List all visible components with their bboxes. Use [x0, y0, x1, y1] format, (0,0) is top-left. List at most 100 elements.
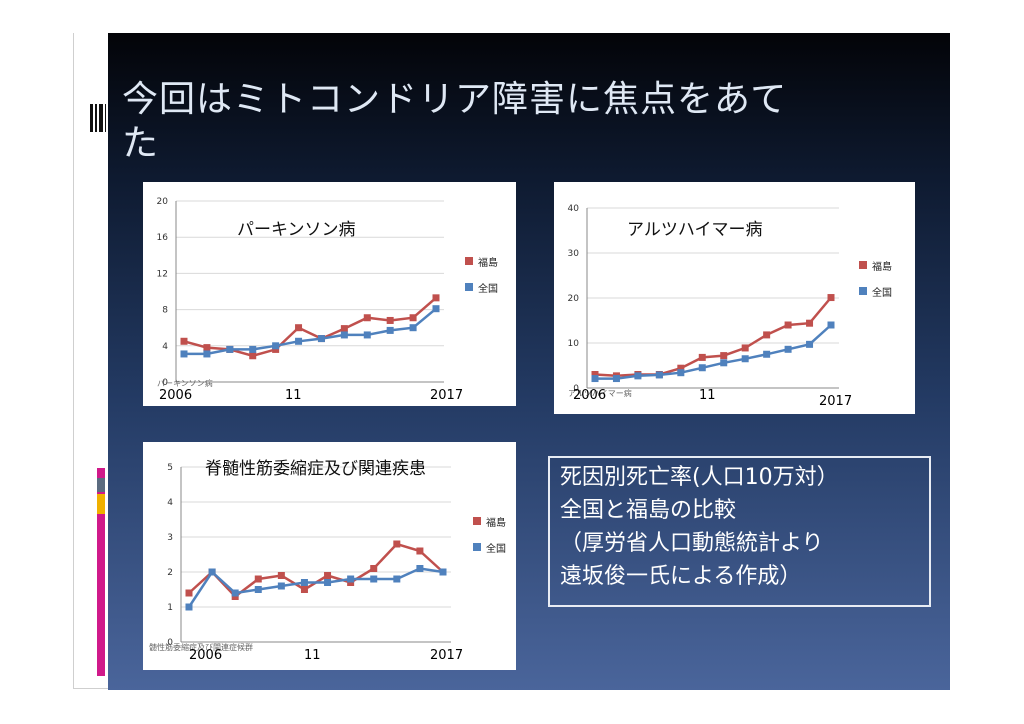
- data-point: [784, 345, 792, 353]
- slide-title-line1: 今回はミトコンドリア障害に焦点をあて: [122, 79, 788, 120]
- data-point: [432, 305, 440, 313]
- x-label-mid: 11: [304, 648, 321, 663]
- data-point: [203, 350, 211, 358]
- chart-caption: アルツハイマー病: [568, 389, 632, 398]
- data-point: [340, 325, 348, 333]
- data-point: [432, 294, 440, 302]
- chart-title: アルツハイマー病: [627, 220, 763, 240]
- x-label-start: 2006: [189, 648, 223, 663]
- series-line: [595, 324, 832, 380]
- data-point: [677, 364, 685, 372]
- legend-label: 福島: [478, 257, 498, 269]
- data-point: [634, 372, 642, 380]
- page-edge: [73, 33, 74, 688]
- legend-label: 全国: [872, 287, 892, 299]
- data-point: [277, 582, 285, 590]
- data-point: [591, 375, 599, 383]
- data-point: [655, 371, 663, 379]
- data-point: [386, 326, 394, 334]
- series-line: [187, 567, 444, 608]
- series-line: [184, 307, 437, 356]
- note-line: （厚労省人口動態統計より: [560, 531, 824, 556]
- series-line: [183, 296, 437, 358]
- data-point: [698, 364, 706, 372]
- data-point: [185, 589, 193, 597]
- note-line: 全国と福島の比較: [560, 498, 737, 523]
- data-point: [254, 575, 262, 583]
- data-point: [324, 579, 332, 586]
- data-point: [370, 575, 378, 583]
- data-point: [827, 321, 835, 329]
- note-line: 遠坂俊一氏による作成）: [560, 564, 802, 589]
- y-tick-label: 16: [157, 233, 169, 243]
- data-point: [720, 359, 728, 367]
- y-tick-label: 12: [157, 269, 168, 279]
- data-point: [317, 335, 325, 343]
- series-line: [594, 296, 832, 378]
- data-point: [393, 540, 401, 548]
- parkinson-chart: 0 4 8 12 16 20 パーキンソン病 福島 全国 パーキンソン病 2006 11 …: [143, 182, 516, 406]
- data-point: [806, 340, 814, 348]
- y-tick-label: 4: [167, 498, 173, 508]
- data-point: [763, 331, 771, 339]
- x-label-start: 2006: [573, 388, 607, 403]
- data-point: [416, 547, 424, 555]
- chart-legend: 福島 全国: [473, 508, 506, 560]
- data-point: [180, 350, 188, 358]
- y-tick-label: 0: [573, 384, 579, 394]
- y-tick-label: 2: [167, 568, 173, 578]
- legend-label: 全国: [486, 543, 506, 555]
- chart-legend: 福島 全国: [465, 248, 498, 300]
- data-point: [806, 319, 814, 327]
- data-point: [231, 589, 239, 597]
- data-point: [208, 568, 216, 576]
- data-point: [324, 572, 332, 579]
- y-tick-label: 0: [162, 378, 168, 388]
- left-accent-yellow: [97, 494, 105, 514]
- y-tick-label: 3: [167, 533, 173, 543]
- data-point: [698, 353, 706, 361]
- data-point: [784, 321, 792, 329]
- muscular-atrophy-chart-plot: 0 1 2 3 4 5: [167, 463, 451, 648]
- alzheimer-chart-plot: 0 10 20 30 40: [568, 204, 839, 394]
- y-tick-label: 40: [568, 204, 580, 214]
- legend-label: 福島: [872, 261, 892, 273]
- slide-title: 今回はミトコンドリア障害に焦点をあて た: [122, 78, 862, 166]
- data-point: [386, 316, 394, 324]
- chart-title: パーキンソン病: [237, 220, 356, 240]
- data-point: [741, 344, 749, 352]
- note-line: 死因別死亡率(人口10万対）: [560, 465, 839, 490]
- data-point: [591, 371, 599, 378]
- y-tick-label: 20: [157, 197, 169, 207]
- data-point: [249, 345, 257, 353]
- x-label-end: 2017: [430, 388, 464, 403]
- y-tick-label: 5: [167, 463, 173, 473]
- y-tick-label: 1: [167, 603, 173, 613]
- data-point: [277, 572, 285, 579]
- muscular-atrophy-chart: 0 1 2 3 4 5 脊髄性筋委縮症及び関連疾患 福島 全国 髄性筋委縮症及び関連症候群…: [143, 442, 516, 670]
- data-point: [249, 352, 257, 360]
- chart-caption: パーキンソン病: [157, 379, 213, 388]
- x-label-mid: 11: [699, 388, 716, 403]
- parkinson-chart-plot: 0 4 8 12 16 20: [157, 197, 444, 388]
- y-tick-label: 30: [568, 249, 580, 259]
- x-label-start: 2006: [159, 388, 193, 403]
- x-label-end: 2017: [819, 394, 853, 409]
- chart-legend: 福島 全国: [859, 252, 892, 304]
- y-tick-label: 10: [568, 339, 580, 349]
- data-point: [409, 324, 417, 332]
- data-point: [300, 586, 308, 593]
- data-point: [272, 345, 280, 353]
- source-note: 死因別死亡率(人口10万対） 全国と福島の比較 （厚労省人口動態統計より 遠坂俊…: [548, 456, 931, 607]
- data-point: [295, 324, 303, 332]
- x-label-end: 2017: [430, 648, 464, 663]
- x-label-mid: 11: [285, 388, 302, 403]
- data-point: [300, 579, 308, 586]
- data-point: [416, 565, 424, 572]
- chart-title: 脊髄性筋委縮症及び関連疾患: [205, 459, 426, 479]
- chart-caption: 髄性筋委縮症及び関連症候群: [149, 643, 253, 652]
- data-point: [340, 331, 348, 339]
- data-point: [612, 375, 620, 383]
- data-point: [827, 294, 835, 302]
- left-accent-gray: [97, 478, 105, 492]
